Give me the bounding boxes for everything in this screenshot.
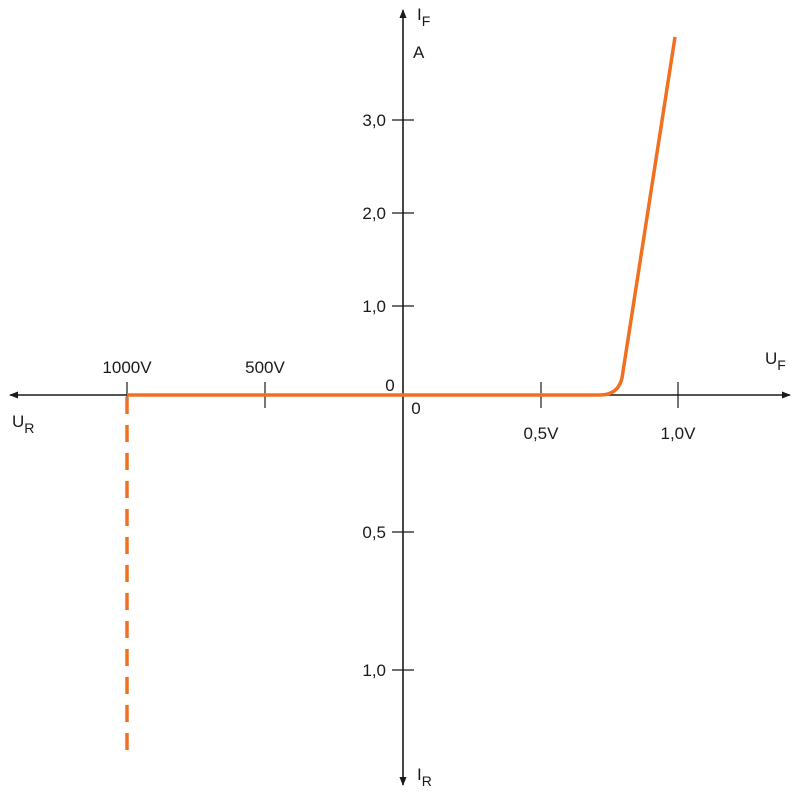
subscript: R (24, 420, 34, 436)
origin-label: 0 (411, 399, 420, 418)
tick-label: 1,0 (362, 297, 386, 316)
axis-label: UF (765, 349, 786, 373)
tick-label: 500V (245, 358, 285, 377)
subscript: F (422, 13, 431, 29)
tick-label: 2,0 (362, 204, 386, 223)
tick-label: 1000V (102, 358, 152, 377)
tick-label: 3,0 (362, 111, 386, 130)
axis-label: UR (12, 412, 34, 436)
subscript: R (422, 773, 432, 789)
forward-curve (127, 36, 677, 397)
tick-label: 1,0V (661, 424, 697, 443)
axis-label: IR (417, 765, 432, 789)
tick-label: 0,5V (524, 424, 560, 443)
unit-label: A (413, 43, 425, 62)
tick-label: 0,5 (362, 523, 386, 542)
subscript: F (777, 357, 786, 373)
symbol: I (417, 5, 422, 24)
y-ticks (392, 119, 414, 671)
tick-label: 1,0 (362, 661, 386, 680)
axis-label: IF (417, 5, 430, 29)
symbol: U (765, 349, 777, 368)
symbol: U (12, 412, 24, 431)
symbol: I (417, 765, 422, 784)
origin-label: 0 (385, 376, 394, 395)
